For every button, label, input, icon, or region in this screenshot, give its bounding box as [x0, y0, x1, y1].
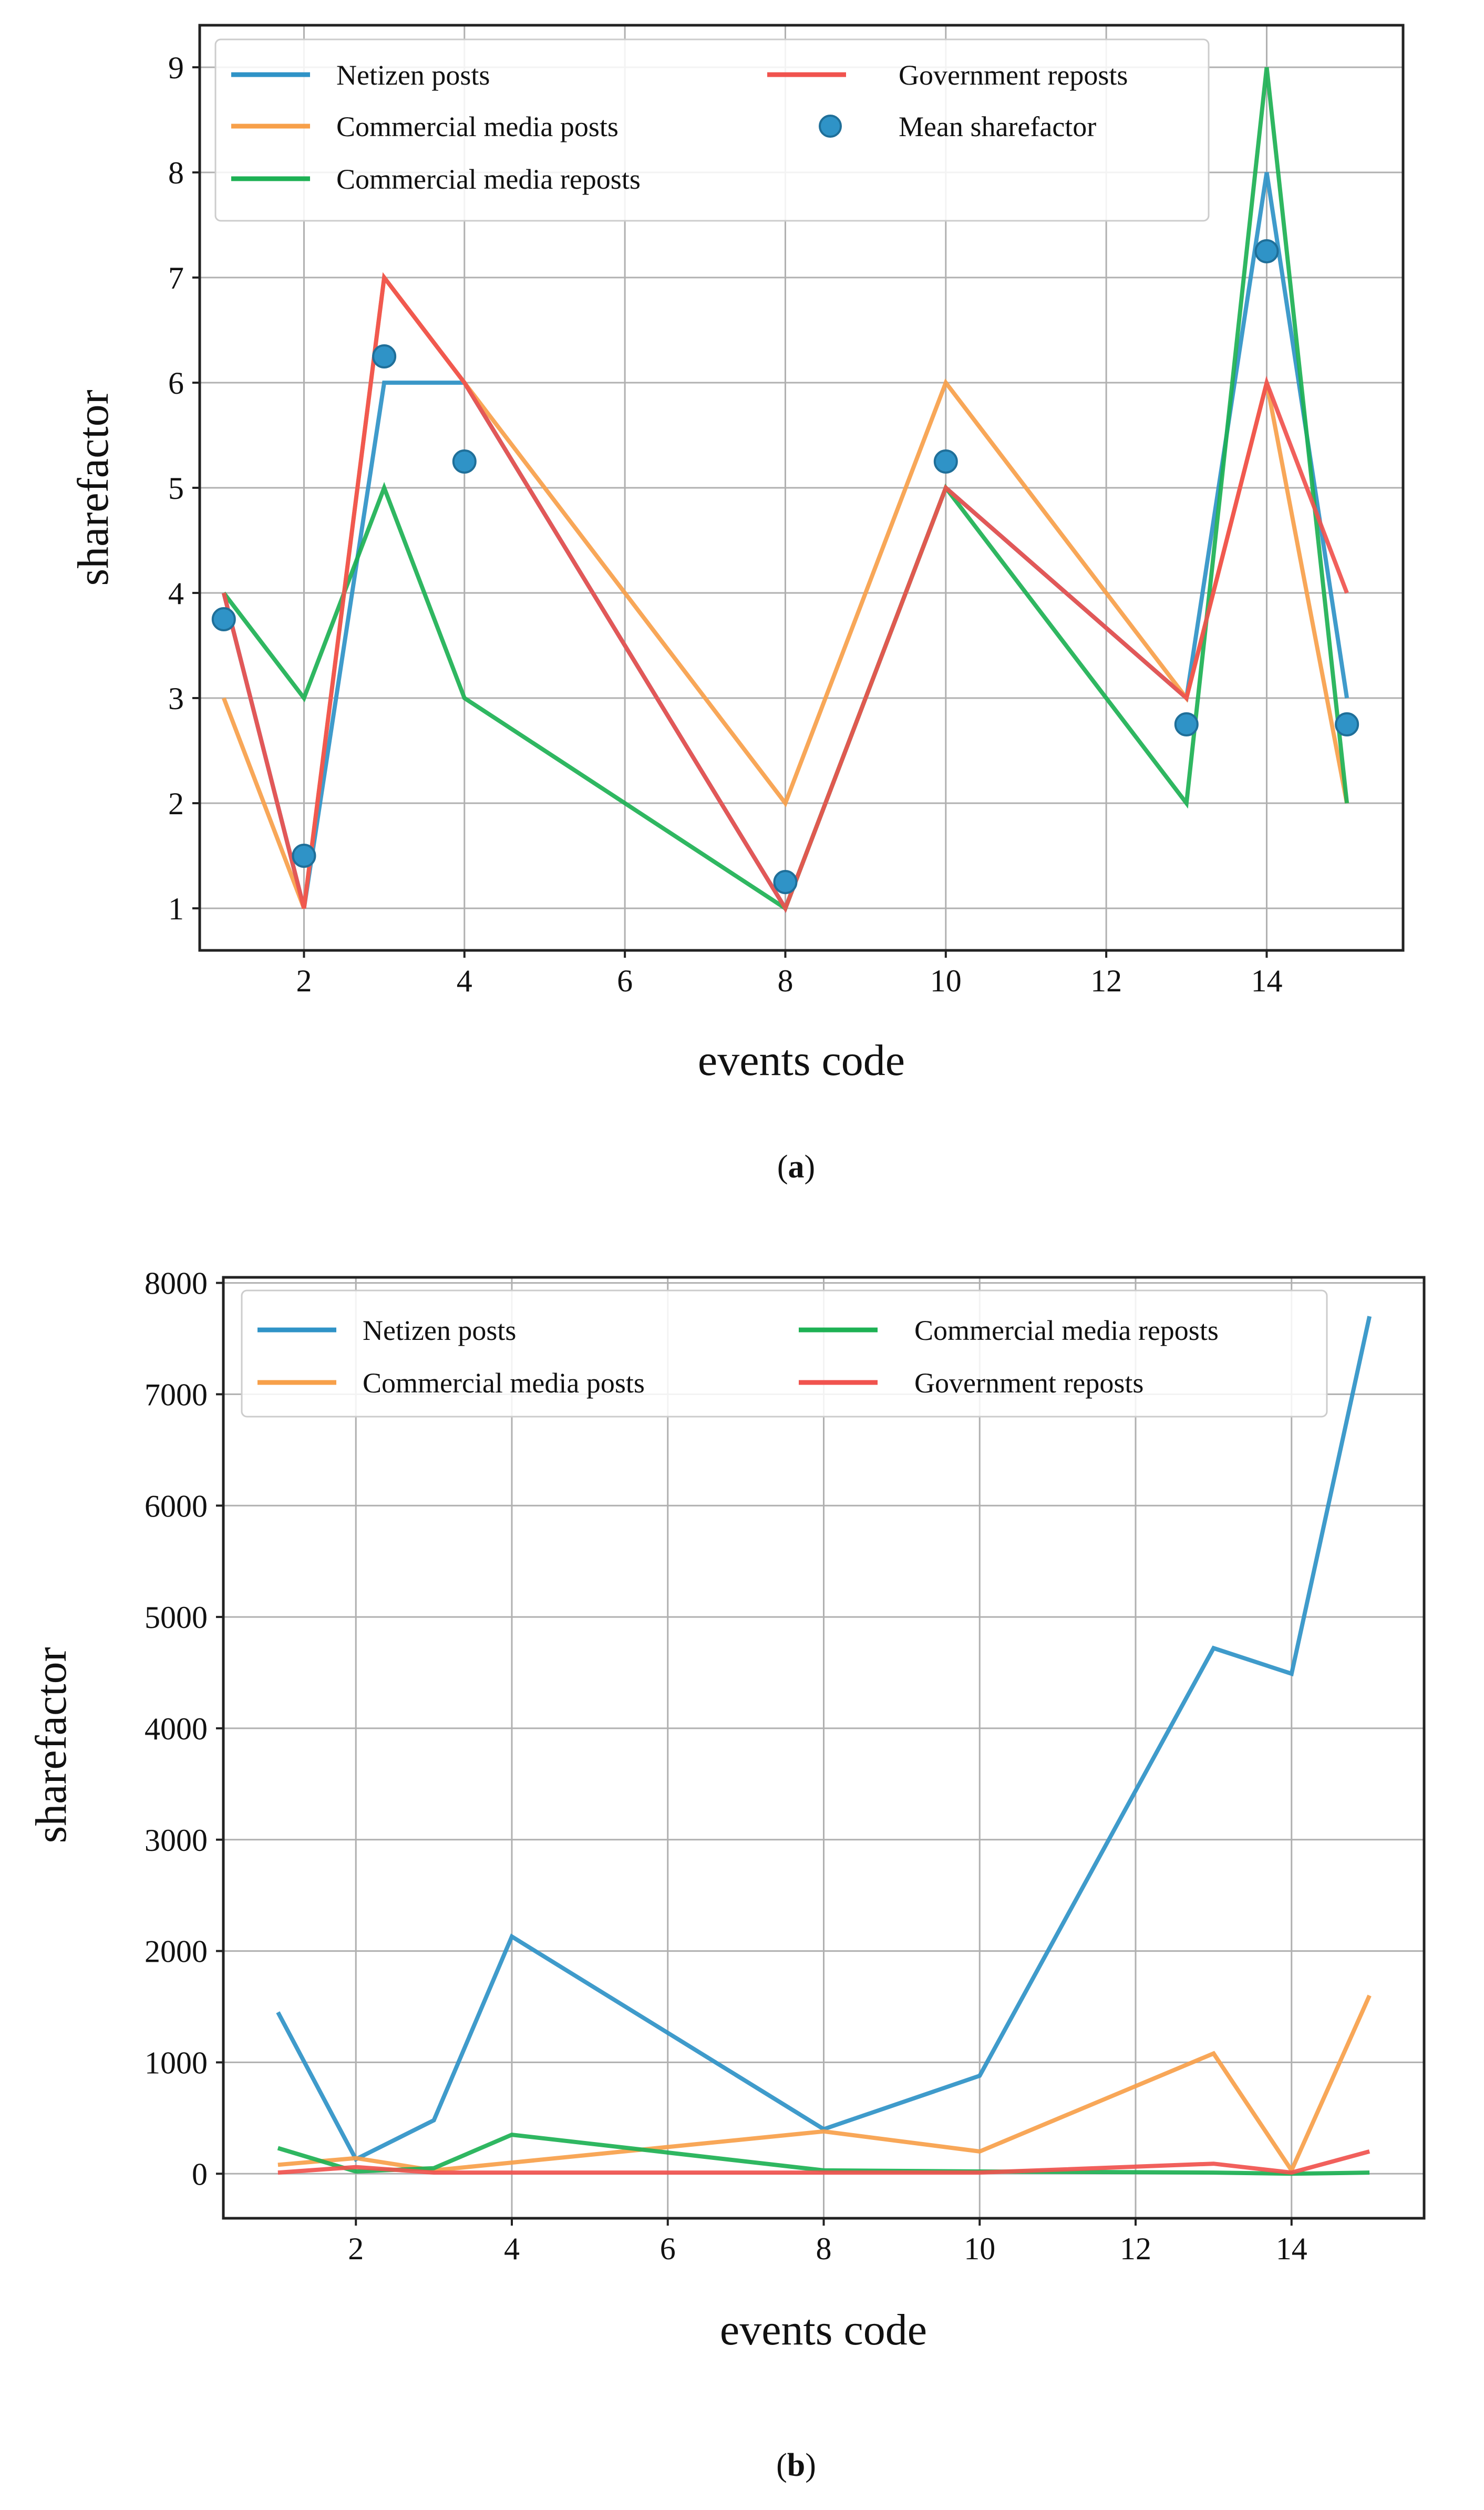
y-tick-label: 9 [168, 50, 184, 85]
series-panel-b [276, 1316, 1372, 2176]
y-tick-label: 5000 [145, 1600, 208, 1635]
x-tick-label: 2 [348, 2231, 364, 2266]
x-tick-label: 8 [777, 964, 793, 998]
x-tick-label: 4 [457, 964, 472, 998]
ticks-panel-b: 2 4 6 8 10 12 14 0 1000 2000 3000 4000 5000 6000 7000 8… [145, 1266, 1307, 2266]
y-tick-label: 8000 [145, 1266, 208, 1301]
plot-frame-panel-a [198, 24, 1405, 952]
legend-panel-b: Netizen posts Commercial media posts Com… [241, 1289, 1328, 1418]
x-axis-label: events code [720, 2306, 927, 2354]
legend-marker-mean-sharefactor [819, 115, 842, 138]
series-line-government-reposts [221, 272, 1349, 914]
chart-panel-b: 2 4 6 8 10 12 14 0 1000 2000 3000 4000 5000 6000 7000 8… [27, 1266, 1426, 2483]
x-tick-label: 6 [660, 2231, 676, 2266]
y-tick-label: 7 [168, 261, 184, 295]
legend-panel-a: Netizen posts Commercial media posts Com… [214, 38, 1210, 222]
x-tick-label: 4 [504, 2231, 520, 2266]
y-tick-label: 3000 [145, 1823, 208, 1858]
y-axis-label: sharefactor [27, 1647, 76, 1843]
legend-label-mean-sharefactor: Mean sharefactor [899, 111, 1096, 142]
y-tick-label: 1000 [145, 2045, 208, 2080]
scatter-point-mean-sharefactor [372, 344, 397, 368]
legend-label-commercial-media-reposts: Commercial media reposts [914, 1315, 1219, 1346]
legend-label-netizen-posts: Netizen posts [363, 1315, 516, 1346]
legend-label-commercial-media-reposts: Commercial media reposts [336, 163, 641, 195]
y-tick-label: 6000 [145, 1489, 208, 1523]
legend-label-commercial-media-posts: Commercial media posts [363, 1367, 645, 1399]
scatter-point-mean-sharefactor [1174, 712, 1199, 736]
legend-label-commercial-media-posts: Commercial media posts [336, 111, 619, 142]
x-axis-label: events code [698, 1036, 905, 1085]
x-tick-label: 12 [1090, 964, 1122, 998]
scatter-point-mean-sharefactor [292, 844, 316, 868]
x-tick-label: 6 [617, 964, 633, 998]
x-tick-label: 10 [930, 964, 962, 998]
scatter-point-mean-sharefactor [452, 449, 477, 474]
x-tick-label: 8 [816, 2231, 832, 2266]
series-line-government-reposts [277, 2149, 1370, 2175]
scatter-point-mean-sharefactor [1335, 712, 1359, 736]
panel-label-b: (b) [776, 2447, 816, 2483]
series-line-commercial-media-posts [277, 1994, 1372, 2175]
panel-label-a: (a) [777, 1149, 815, 1185]
y-tick-label: 3 [168, 681, 184, 716]
series-line-netizen-posts [276, 1316, 1372, 2163]
y-tick-label: 1 [168, 892, 184, 926]
y-tick-label: 6 [168, 366, 184, 401]
x-tick-label: 10 [964, 2231, 995, 2266]
y-tick-label: 0 [192, 2157, 208, 2191]
legend-label-government-reposts: Government reposts [914, 1367, 1143, 1399]
legend-box [241, 1289, 1328, 1418]
x-tick-label: 2 [296, 964, 312, 998]
y-tick-label: 8 [168, 156, 184, 190]
series-panel-a [211, 67, 1359, 914]
legend-label-netizen-posts: Netizen posts [336, 59, 490, 91]
x-tick-label: 12 [1120, 2231, 1151, 2266]
y-tick-label: 4000 [145, 1712, 208, 1746]
x-tick-label: 14 [1276, 2231, 1307, 2266]
scatter-point-mean-sharefactor [933, 449, 958, 474]
scatter-point-mean-sharefactor [211, 607, 236, 631]
y-tick-label: 2000 [145, 1934, 208, 1969]
y-tick-label: 7000 [145, 1377, 208, 1412]
scatter-point-mean-sharefactor [1254, 239, 1279, 263]
legend-label-government-reposts: Government reposts [899, 59, 1128, 91]
y-axis-label: sharefactor [69, 390, 118, 586]
plot-frame-panel-b [222, 1276, 1426, 2220]
y-tick-label: 2 [168, 786, 184, 821]
grid-panel-b [223, 1277, 1424, 2218]
y-tick-label: 4 [168, 576, 184, 611]
y-tick-label: 5 [168, 471, 184, 506]
x-tick-label: 14 [1251, 964, 1282, 998]
legend-box [214, 38, 1210, 222]
scatter-point-mean-sharefactor [773, 870, 798, 894]
